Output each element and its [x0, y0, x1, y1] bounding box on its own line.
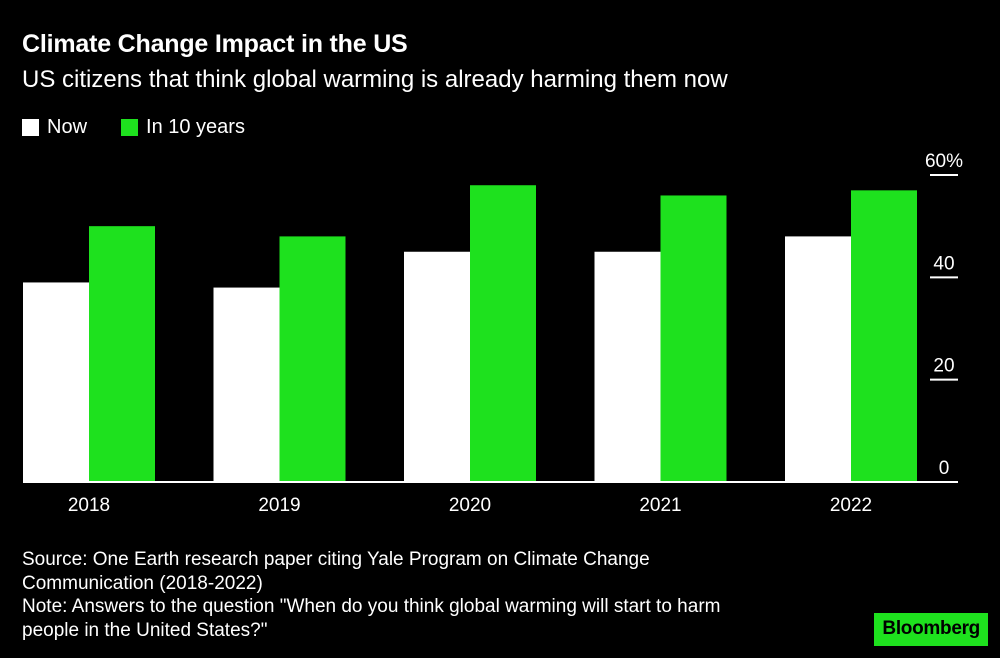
x-tick-label-2019: 2019 [258, 495, 300, 516]
bar-in-10-years-2018 [89, 226, 155, 482]
y-tick-label-20: 20 [933, 356, 954, 377]
legend-swatch-in-10-years [121, 119, 139, 136]
y-tick-label-0: 0 [939, 458, 950, 479]
x-tick-label-2021: 2021 [639, 495, 681, 516]
bar-now-2022 [785, 236, 851, 482]
legend-item-now: Now [22, 116, 87, 139]
bar-now-2021 [594, 251, 661, 482]
source-line-2: Communication (2018-2022) [22, 572, 263, 594]
note-line-2: people in the United States?" [22, 619, 268, 641]
x-tick-label-2020: 2020 [449, 495, 491, 516]
note-line-1: Note: Answers to the question "When do y… [22, 596, 721, 617]
y-tick-label-40: 40 [933, 253, 954, 274]
bloomberg-logo: Bloomberg [874, 613, 988, 646]
bar-now-2018 [23, 282, 89, 482]
source-line-1: Source: One Earth research paper citing … [22, 549, 650, 570]
bar-in-10-years-2022 [851, 190, 917, 482]
legend-item-in-10-years: In 10 years [121, 116, 245, 139]
source-note: Source: One Earth research paper citing … [22, 548, 842, 642]
bar-in-10-years-2019 [279, 236, 346, 482]
legend-label-in-10-years: In 10 years [146, 116, 245, 138]
x-tick-label-2018: 2018 [68, 495, 110, 516]
bar-now-2019 [213, 287, 280, 482]
legend: Now In 10 years [22, 116, 279, 139]
y-tick-label-60: 60% [925, 151, 963, 172]
bar-in-10-years-2021 [660, 195, 727, 482]
chart-subtitle: US citizens that think global warming is… [22, 66, 728, 93]
bar-now-2020 [404, 251, 470, 482]
chart-title: Climate Change Impact in the US [22, 30, 408, 58]
legend-label-now: Now [47, 116, 88, 138]
x-tick-label-2022: 2022 [830, 495, 872, 516]
legend-swatch-now [22, 119, 39, 136]
bar-chart: 0 20 40 60% 2018 2019 2020 2021 2022 [23, 151, 963, 516]
bar-in-10-years-2020 [470, 185, 536, 482]
